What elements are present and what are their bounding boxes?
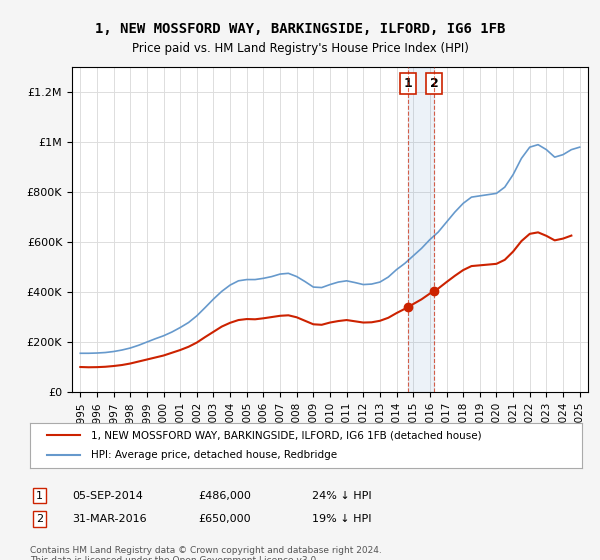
Text: 19% ↓ HPI: 19% ↓ HPI — [312, 514, 371, 524]
Text: 31-MAR-2016: 31-MAR-2016 — [72, 514, 146, 524]
Bar — [408, 67, 434, 392]
Text: 1: 1 — [36, 491, 43, 501]
Text: £486,000: £486,000 — [198, 491, 251, 501]
Text: HPI: Average price, detached house, Redbridge: HPI: Average price, detached house, Redb… — [91, 450, 337, 460]
Text: 24% ↓ HPI: 24% ↓ HPI — [312, 491, 371, 501]
Text: 1, NEW MOSSFORD WAY, BARKINGSIDE, ILFORD, IG6 1FB (detached house): 1, NEW MOSSFORD WAY, BARKINGSIDE, ILFORD… — [91, 430, 481, 440]
Text: Contains HM Land Registry data © Crown copyright and database right 2024.
This d: Contains HM Land Registry data © Crown c… — [30, 546, 382, 560]
Text: 1, NEW MOSSFORD WAY, BARKINGSIDE, ILFORD, IG6 1FB: 1, NEW MOSSFORD WAY, BARKINGSIDE, ILFORD… — [95, 22, 505, 36]
Text: Price paid vs. HM Land Registry's House Price Index (HPI): Price paid vs. HM Land Registry's House … — [131, 42, 469, 55]
Text: 2: 2 — [430, 77, 439, 90]
Text: 2: 2 — [36, 514, 43, 524]
Text: 1: 1 — [403, 77, 412, 90]
Text: 05-SEP-2014: 05-SEP-2014 — [72, 491, 143, 501]
Text: £650,000: £650,000 — [198, 514, 251, 524]
